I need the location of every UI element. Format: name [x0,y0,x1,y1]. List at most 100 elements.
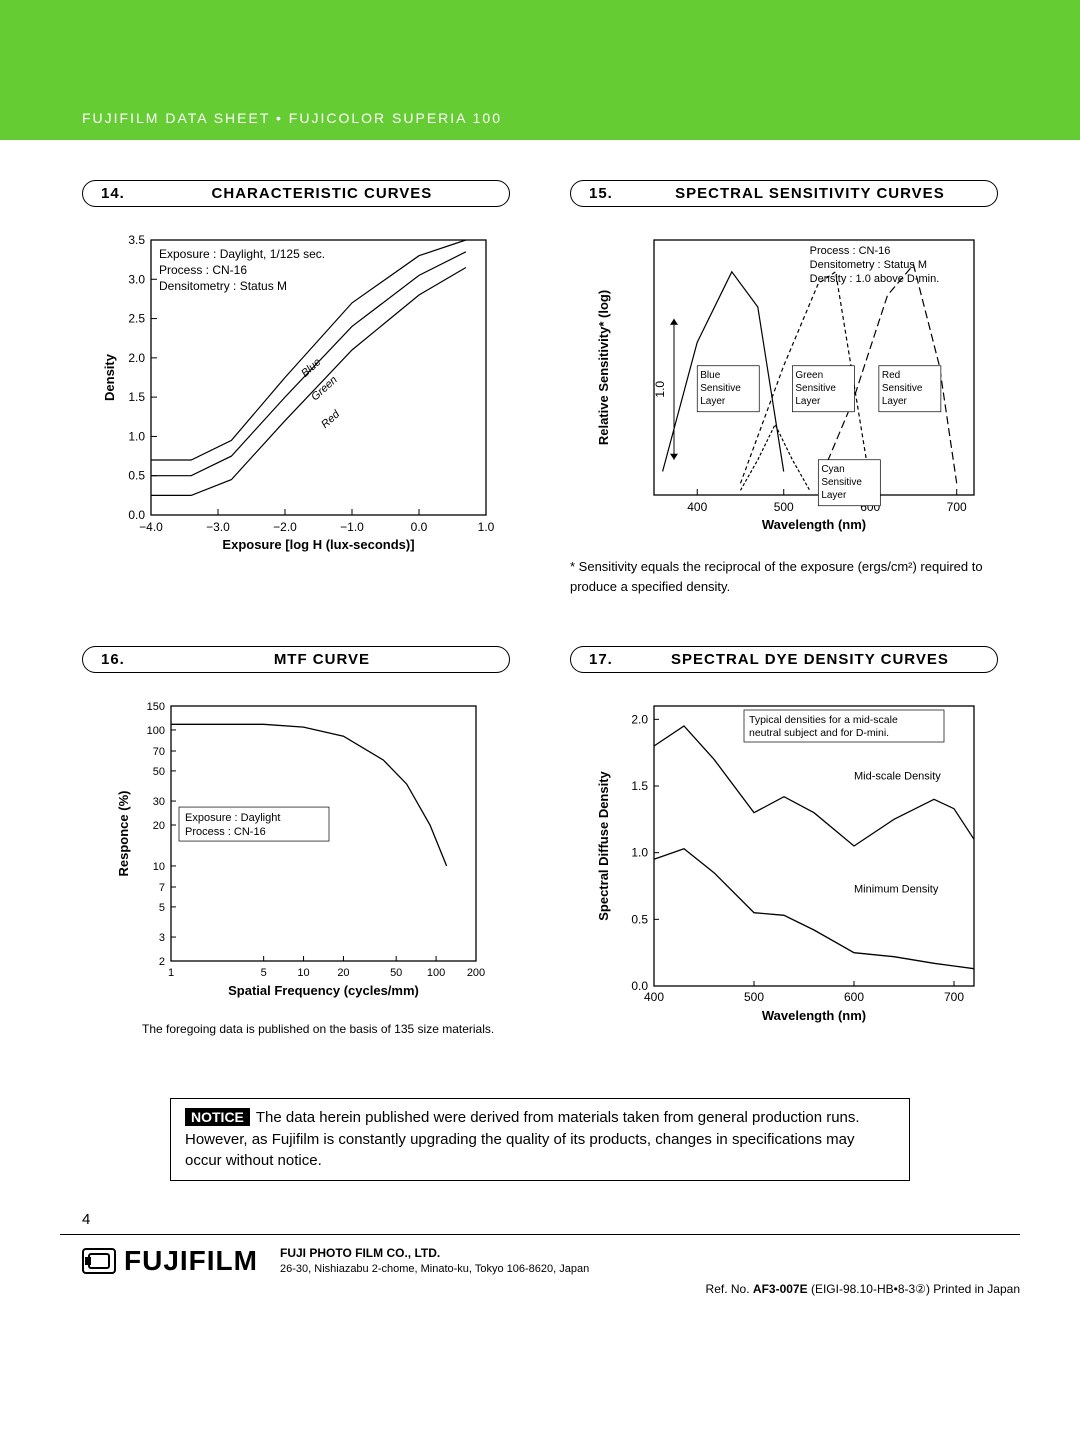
svg-text:Exposure [log H (lux-seconds)]: Exposure [log H (lux-seconds)] [222,537,414,552]
section-17: 17. SPECTRAL DYE DENSITY CURVES 40050060… [570,646,998,1038]
svg-text:−2.0: −2.0 [273,520,297,534]
footer-refno: Ref. No. AF3-007E (EIGI-98.10-HB•8-3②) P… [280,1281,1020,1298]
svg-text:1.0: 1.0 [631,846,648,860]
chart-17: 4005006007000.00.51.01.52.0Typical densi… [584,691,984,1031]
svg-text:Layer: Layer [700,396,726,407]
svg-text:3: 3 [159,932,165,944]
svg-text:Density : 1.0 abov: Density : 1.0 above D-min. [810,273,940,285]
svg-text:Wavelength (nm): Wavelength (nm) [762,517,866,532]
svg-text:0.0: 0.0 [411,520,428,534]
brand-text: FUJIFILM [124,1245,258,1277]
svg-text:Densitometry : Status M: Densitometry : Status M [810,259,927,271]
svg-text:0.5: 0.5 [631,912,648,926]
svg-text:Process : CN-16: Process : CN-16 [810,245,891,257]
svg-text:700: 700 [947,500,967,514]
page-number: 4 [82,1211,1080,1228]
svg-text:Sensitive: Sensitive [821,477,862,488]
svg-text:1: 1 [168,967,174,979]
section-header-14: 14. CHARACTERISTIC CURVES [82,180,510,207]
svg-text:Densitometry : Status M: Densitometry : Status M [159,279,287,293]
section-title: MTF CURVE [153,651,491,668]
svg-text:Spectral Diffuse Density: Spectral Diffuse Density [596,770,611,920]
svg-text:Process : CN-16: Process : CN-16 [185,826,266,838]
svg-text:1.0: 1.0 [653,381,667,398]
svg-text:10: 10 [297,967,309,979]
svg-text:2.0: 2.0 [631,712,648,726]
section-num: 15. [589,185,613,202]
svg-text:Wavelength (nm): Wavelength (nm) [762,1008,866,1023]
svg-text:Relative Sensitivity* (log): Relative Sensitivity* (log) [596,290,611,445]
fujifilm-icon [82,1248,116,1274]
footer-address: 26-30, Nishiazabu 2-chome, Minato-ku, To… [280,1262,1020,1277]
svg-text:Green: Green [795,370,823,381]
svg-text:Mid-scale Density: Mid-scale Density [854,770,941,782]
svg-text:70: 70 [153,746,165,758]
svg-text:Blue: Blue [700,370,720,381]
chart-15-footnote: * Sensitivity equals the reciprocal of t… [570,557,998,596]
chart-16-caption: The foregoing data is published on the b… [82,1021,510,1038]
svg-text:neutral subject and for D-mini: neutral subject and for D-mini. [749,727,889,739]
svg-text:600: 600 [844,990,864,1004]
section-title: CHARACTERISTIC CURVES [153,185,491,202]
brand-logo: FUJIFILM [82,1245,258,1277]
svg-text:Exposure : Daylight: Exposure : Daylight [185,812,280,824]
svg-text:Sensitive: Sensitive [795,383,836,394]
svg-text:1.0: 1.0 [128,429,145,443]
svg-text:50: 50 [390,967,402,979]
header-banner: FUJIFILM DATA SHEET • FUJICOLOR SUPERIA … [0,0,1080,140]
footer-company: FUJI PHOTO FILM CO., LTD. [280,1245,1020,1262]
svg-text:Density: Density [102,353,117,401]
svg-text:Layer: Layer [795,396,821,407]
svg-text:3.0: 3.0 [128,272,145,286]
chart-15: 4005006007001.0Process : CN-16Densitomet… [584,225,984,545]
svg-text:Sensitive: Sensitive [700,383,741,394]
svg-text:2.5: 2.5 [128,312,145,326]
section-num: 16. [101,651,125,668]
svg-text:2.0: 2.0 [128,351,145,365]
svg-text:7: 7 [159,882,165,894]
svg-text:150: 150 [147,701,165,713]
svg-text:20: 20 [337,967,349,979]
svg-text:500: 500 [774,500,794,514]
svg-text:−4.0: −4.0 [139,520,163,534]
svg-text:Red: Red [882,370,900,381]
section-15: 15. SPECTRAL SENSITIVITY CURVES 40050060… [570,180,998,596]
svg-text:1.5: 1.5 [631,779,648,793]
svg-text:0.0: 0.0 [631,979,648,993]
section-header-17: 17. SPECTRAL DYE DENSITY CURVES [570,646,998,673]
banner-text: FUJIFILM DATA SHEET • FUJICOLOR SUPERIA … [82,110,502,126]
svg-text:400: 400 [687,500,707,514]
svg-text:Layer: Layer [821,490,847,501]
svg-text:Typical densities for a mid-sc: Typical densities for a mid-scale [749,714,898,726]
svg-text:Minimum Density: Minimum Density [854,884,939,896]
footer: FUJIFILM FUJI PHOTO FILM CO., LTD. 26-30… [0,1235,1080,1308]
section-title: SPECTRAL SENSITIVITY CURVES [641,185,979,202]
section-title: SPECTRAL DYE DENSITY CURVES [641,651,979,668]
notice-text: The data herein published were derived f… [185,1109,860,1170]
svg-text:10: 10 [153,861,165,873]
svg-text:0.5: 0.5 [128,469,145,483]
svg-text:Spatial Frequency (cycles/mm): Spatial Frequency (cycles/mm) [228,983,419,998]
svg-text:5: 5 [159,902,165,914]
svg-text:Process : CN-16: Process : CN-16 [159,263,247,277]
section-14: 14. CHARACTERISTIC CURVES 0.00.51.01.52.… [82,180,510,596]
section-num: 17. [589,651,613,668]
notice-box: NOTICEThe data herein published were der… [170,1098,910,1181]
svg-text:Red: Red [319,408,343,431]
chart-16: 1510205010020023571020305070100150Exposu… [106,691,486,1011]
svg-text:700: 700 [944,990,964,1004]
notice-badge: NOTICE [185,1108,250,1126]
svg-text:−1.0: −1.0 [340,520,364,534]
svg-text:3.5: 3.5 [128,233,145,247]
svg-text:Layer: Layer [882,396,908,407]
svg-text:5: 5 [261,967,267,979]
svg-text:30: 30 [153,796,165,808]
svg-text:Sensitive: Sensitive [882,383,923,394]
svg-text:100: 100 [427,967,445,979]
svg-text:Responce (%): Responce (%) [116,791,131,877]
svg-text:100: 100 [147,725,165,737]
svg-text:50: 50 [153,766,165,778]
section-num: 14. [101,185,125,202]
svg-text:200: 200 [467,967,485,979]
svg-text:Cyan: Cyan [821,464,844,475]
